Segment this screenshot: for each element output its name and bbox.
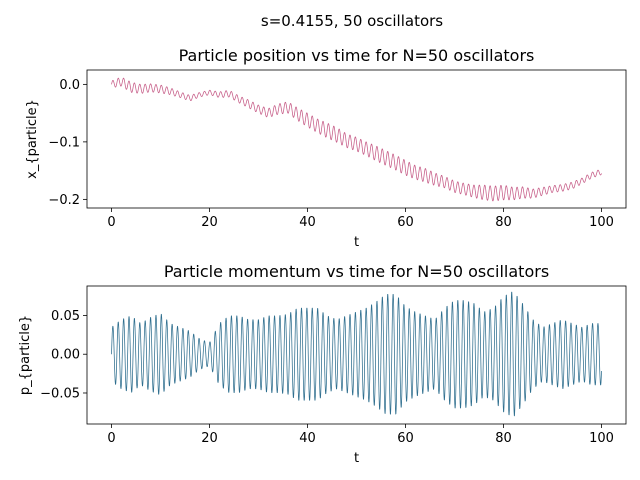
position-plot: Particle position vs time for N=50 oscil…: [25, 46, 627, 250]
momentum-x-tick-label: 100: [589, 431, 614, 446]
momentum-x-axis-label: t: [354, 451, 359, 466]
momentum-x-tick-label: 20: [201, 431, 218, 446]
position-x-tick-label: 20: [201, 215, 218, 230]
momentum-series-line: [111, 291, 602, 417]
momentum-x-tick-label: 80: [495, 431, 512, 446]
momentum-plot-title: Particle momentum vs time for N=50 oscil…: [164, 262, 549, 281]
momentum-x-tick-label: 40: [299, 431, 316, 446]
position-x-tick-label: 40: [299, 215, 316, 230]
momentum-y-tick-label: −0.05: [40, 386, 80, 401]
momentum-x-tick-label: 0: [107, 431, 115, 446]
position-x-axis-label: t: [354, 235, 359, 250]
position-axes-frame: [86, 69, 627, 209]
position-y-tick-label: −0.2: [48, 193, 80, 208]
position-y-axis-label: x_{particle}: [25, 99, 40, 179]
momentum-y-tick-label: 0.05: [51, 309, 80, 324]
momentum-y-tick-label: 0.00: [51, 348, 80, 363]
position-x-tick-label: 100: [589, 215, 614, 230]
momentum-plot: Particle momentum vs time for N=50 oscil…: [18, 262, 627, 466]
position-plot-title: Particle position vs time for N=50 oscil…: [179, 46, 535, 65]
position-y-tick-label: −0.1: [48, 135, 80, 150]
momentum-x-tick-label: 60: [397, 431, 414, 446]
position-series-line: [111, 77, 602, 202]
momentum-axes-frame: [86, 285, 627, 425]
figure-suptitle: s=0.4155, 50 oscillators: [261, 12, 443, 30]
position-x-tick-label: 0: [107, 215, 115, 230]
position-x-tick-label: 80: [495, 215, 512, 230]
position-y-tick-label: 0.0: [59, 78, 80, 93]
momentum-y-axis-label: p_{particle}: [18, 315, 33, 395]
position-x-tick-label: 60: [397, 215, 414, 230]
